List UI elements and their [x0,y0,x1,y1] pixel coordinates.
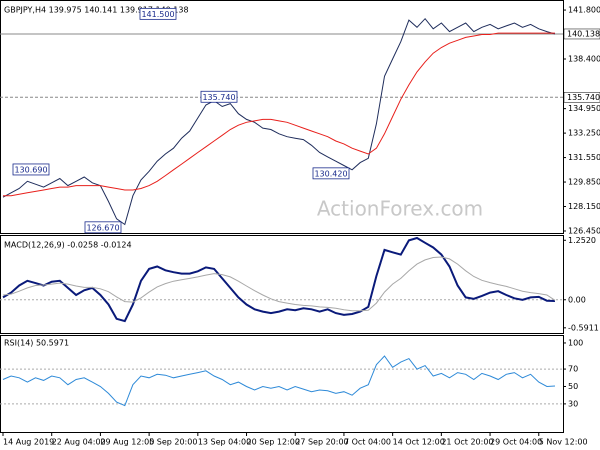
x-tick-label: 5 Sep 20:00 [149,438,197,447]
x-tick-label: 20 Sep 12:00 [247,438,300,447]
annotation-box [84,221,122,234]
series-line [2,17,556,226]
annotation-box [12,163,50,176]
series-line [2,355,556,407]
y-tick-label: 1.2520 [568,236,596,245]
x-tick-label: 22 Aug 04:00 [52,438,106,447]
series-line [3,32,555,197]
y-tick-label: 70 [568,365,578,374]
y-tick-label: 100 [568,338,583,347]
y-tick-label: 126.450 [568,226,600,235]
level-label: 140.138 [567,29,600,38]
y-tick-label: 30 [568,399,578,408]
y-tick-label: 141.800 [568,6,600,15]
rsi-panel [0,335,564,433]
y-tick-label: 138.400 [568,54,600,63]
x-tick-label: 27 Sep 20:00 [295,438,348,447]
y-tick-label: 50 [568,382,578,391]
level-label: 135.740 [567,93,600,102]
panel-title: RSI(14) 50.5971 [4,339,69,348]
x-tick-label: 5 Nov 12:00 [539,438,588,447]
x-tick-label: 29 Oct 04:00 [490,438,542,447]
annotation-box [200,90,238,103]
x-tick-label: 14 Oct 12:00 [393,438,445,447]
panel-title: GBPJPY,H4 139.975 140.141 139.917 140.13… [4,6,189,15]
y-tick-label: 129.850 [568,178,600,187]
macd-panel [0,235,564,334]
y-tick-label: 133.250 [568,129,600,138]
price-panel [0,0,564,234]
y-tick-label: 131.550 [568,153,600,162]
x-tick-label: 29 Aug 12:00 [100,438,154,447]
y-tick-label: 0.00 [568,295,586,304]
annotation-label: 135.740 [202,93,235,102]
annotation-box [139,7,177,20]
annotation-label: 141.500 [141,10,174,19]
series-line [2,236,556,323]
y-tick-label: 128.150 [568,202,600,211]
x-tick-label: 7 Oct 04:00 [344,438,391,447]
level-box [563,92,600,103]
annotation-label: 126.670 [86,223,119,232]
x-tick-label: 14 Aug 2019 [3,438,54,447]
panel-title: MACD(12,26,9) -0.0258 -0.0124 [4,241,132,250]
x-tick-label: 21 Oct 20:00 [441,438,493,447]
y-tick-label: -0.5911 [568,323,599,332]
annotation-box [312,167,350,180]
annotation-label: 130.420 [314,169,347,178]
level-box [563,28,600,40]
series-line [2,256,556,312]
x-tick-label: 13 Sep 04:00 [198,438,251,447]
watermark: ActionForex.com [317,197,483,221]
y-tick-label: 134.950 [568,104,600,113]
annotation-label: 130.690 [14,165,47,174]
